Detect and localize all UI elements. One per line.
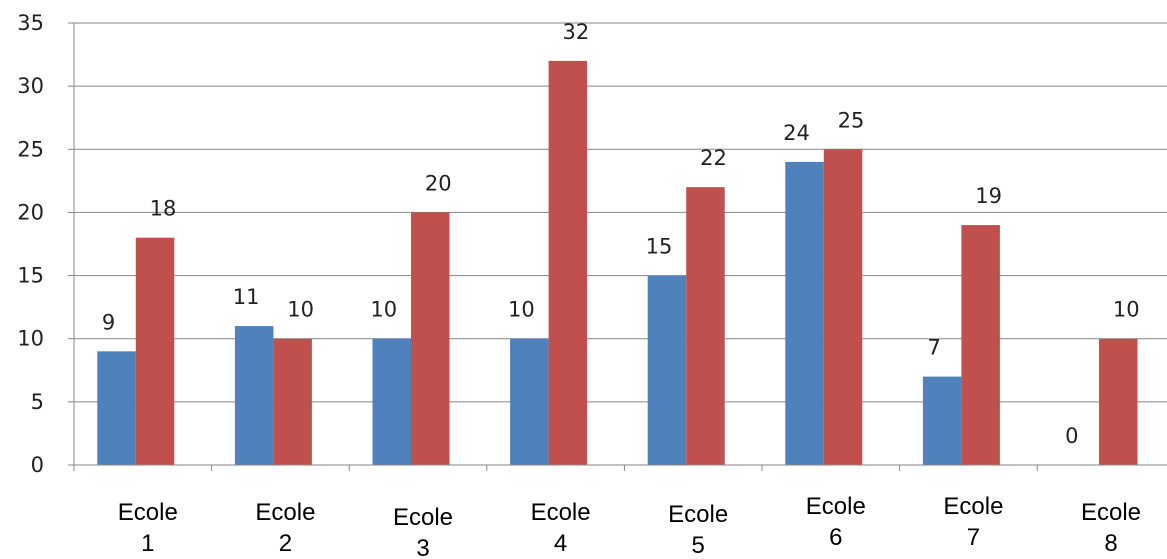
data-label-series1-cat3: 10 (370, 298, 397, 322)
category-label: Ecole 7 (943, 493, 1003, 551)
bar-series1-cat3 (373, 339, 412, 465)
bar-series2-cat8 (1099, 339, 1138, 465)
category-label: Ecole 2 (255, 499, 315, 557)
data-label-series2-cat5: 22 (700, 146, 727, 170)
data-label-series1-cat4: 10 (508, 298, 535, 322)
data-label-series2-cat3: 20 (425, 171, 452, 195)
bar-series1-cat7 (923, 377, 962, 465)
category-label: Ecole 5 (668, 501, 728, 559)
y-tick-label: 35 (17, 11, 44, 35)
bar-series2-cat6 (824, 149, 863, 465)
y-tick-label: 30 (17, 74, 44, 98)
bar-series2-cat5 (686, 187, 725, 465)
y-tick-label: 25 (17, 137, 44, 161)
category-labels: Ecole 1 Ecole 2 Ecole 3 Ecole 4 Ecole 5 Ecole 6 Ecol… (118, 493, 1141, 559)
bars (97, 61, 1137, 465)
bar-series2-cat2 (273, 339, 312, 465)
data-label-series1-cat1: 9 (102, 310, 115, 334)
data-label-series2-cat6: 25 (838, 108, 865, 132)
data-label-series1-cat8: 0 (1065, 424, 1078, 448)
y-axis-ticks: 0 5 10 15 20 25 30 35 (17, 11, 74, 477)
data-label-series1-cat7: 7 (927, 336, 940, 360)
data-label-series2-cat7: 19 (975, 184, 1002, 208)
bar-series1-cat4 (510, 339, 548, 465)
bar-series2-cat4 (549, 61, 588, 465)
y-tick-label: 0 (31, 453, 44, 477)
bar-series1-cat6 (785, 162, 824, 465)
bar-series2-cat7 (961, 225, 1000, 465)
data-label-series2-cat1: 18 (150, 197, 177, 221)
category-label: Ecole 4 (531, 499, 591, 557)
bar-series1-cat5 (648, 276, 687, 465)
bar-series1-cat1 (97, 351, 136, 465)
category-label: Ecole 8 (1081, 499, 1141, 557)
bar-series2-cat3 (411, 212, 450, 465)
bar-series2-cat1 (136, 238, 175, 465)
y-tick-label: 10 (17, 327, 44, 351)
category-label: Ecole 1 (118, 499, 178, 557)
y-tick-label: 5 (31, 390, 44, 414)
category-label: Ecole 3 (393, 504, 453, 559)
data-label-series2-cat2: 10 (287, 298, 314, 322)
data-label-series1-cat5: 15 (646, 235, 673, 259)
data-label-series1-cat2: 11 (233, 285, 260, 309)
y-tick-label: 20 (17, 200, 44, 224)
data-label-series2-cat8: 10 (1113, 298, 1140, 322)
x-axis (68, 23, 1167, 471)
y-tick-label: 15 (17, 264, 44, 288)
bar-series1-cat2 (235, 326, 274, 465)
data-label-series1-cat6: 24 (783, 121, 810, 145)
data-label-series2-cat4: 32 (562, 20, 589, 44)
category-label: Ecole 6 (806, 493, 866, 551)
